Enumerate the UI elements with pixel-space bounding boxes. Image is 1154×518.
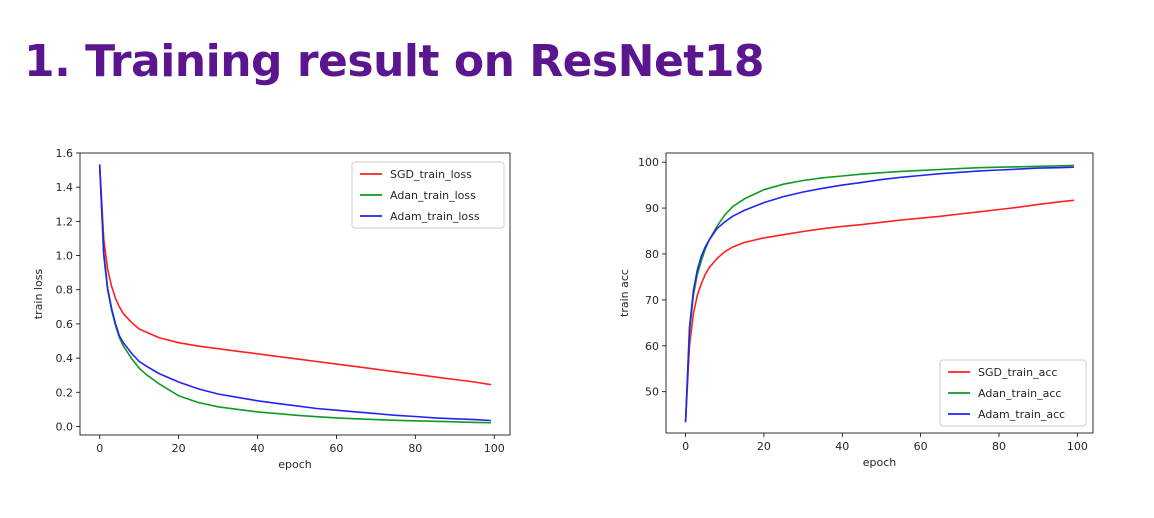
loss-plot-frame [79, 152, 511, 436]
acc-x-tick-label: 80 [992, 440, 1006, 453]
slide-title: 1. Training result on ResNet18 [24, 36, 765, 87]
loss-y-tick-label: 0.6 [56, 318, 74, 331]
loss-legend-label: Adam_train_loss [390, 210, 480, 223]
acc-plot-frame [665, 152, 1094, 434]
acc-x-axis-label: epoch [863, 456, 897, 469]
acc-series-line-Adam_train_acc [684, 166, 1075, 423]
loss-y-axis-label: train loss [32, 269, 45, 320]
acc-y-tick-label: 60 [645, 340, 659, 353]
acc-legend-label: Adan_train_acc [978, 387, 1061, 400]
acc-y-axis-label: train acc [618, 269, 631, 317]
loss-y-tick-label: 0.0 [56, 420, 74, 433]
acc-series-line-SGD_train_acc [684, 199, 1075, 423]
acc-y-tick-label: 100 [638, 156, 659, 169]
acc-x-tick-label: 60 [914, 440, 928, 453]
acc-series-line-Adan_train_acc [684, 164, 1075, 423]
acc-y-tick-label: 80 [645, 248, 659, 261]
loss-x-tick-label: 20 [172, 442, 186, 455]
acc-legend-label: Adam_train_acc [978, 408, 1065, 421]
loss-y-tick-label: 1.6 [56, 147, 74, 160]
loss-x-tick-label: 40 [251, 442, 265, 455]
loss-y-tick-label: 1.2 [56, 215, 74, 228]
loss-legend-box [351, 161, 505, 229]
acc-legend-box [939, 359, 1087, 427]
loss-x-tick-label: 100 [484, 442, 505, 455]
loss-y-tick-label: 0.8 [56, 284, 74, 297]
loss-legend-label: Adan_train_loss [390, 189, 476, 202]
loss-y-tick-label: 0.4 [56, 352, 74, 365]
loss-series-line-Adam_train_loss [98, 164, 492, 422]
acc-x-tick-label: 0 [682, 440, 689, 453]
loss-x-tick-label: 80 [408, 442, 422, 455]
loss-x-axis-label: epoch [278, 458, 312, 471]
loss-y-tick-label: 1.0 [56, 250, 74, 263]
loss-y-tick-label: 0.2 [56, 386, 74, 399]
acc-x-tick-label: 20 [757, 440, 771, 453]
loss-legend-label: SGD_train_loss [390, 168, 472, 181]
acc-legend-label: SGD_train_acc [978, 366, 1057, 379]
acc-x-tick-label: 100 [1067, 440, 1088, 453]
acc-y-tick-label: 90 [645, 202, 659, 215]
acc-y-tick-label: 50 [645, 386, 659, 399]
loss-x-tick-label: 60 [329, 442, 343, 455]
loss-series-line-SGD_train_loss [98, 164, 492, 386]
acc-y-tick-label: 70 [645, 294, 659, 307]
loss-x-tick-label: 0 [96, 442, 103, 455]
loss-y-tick-label: 1.4 [56, 181, 74, 194]
acc-x-tick-label: 40 [835, 440, 849, 453]
